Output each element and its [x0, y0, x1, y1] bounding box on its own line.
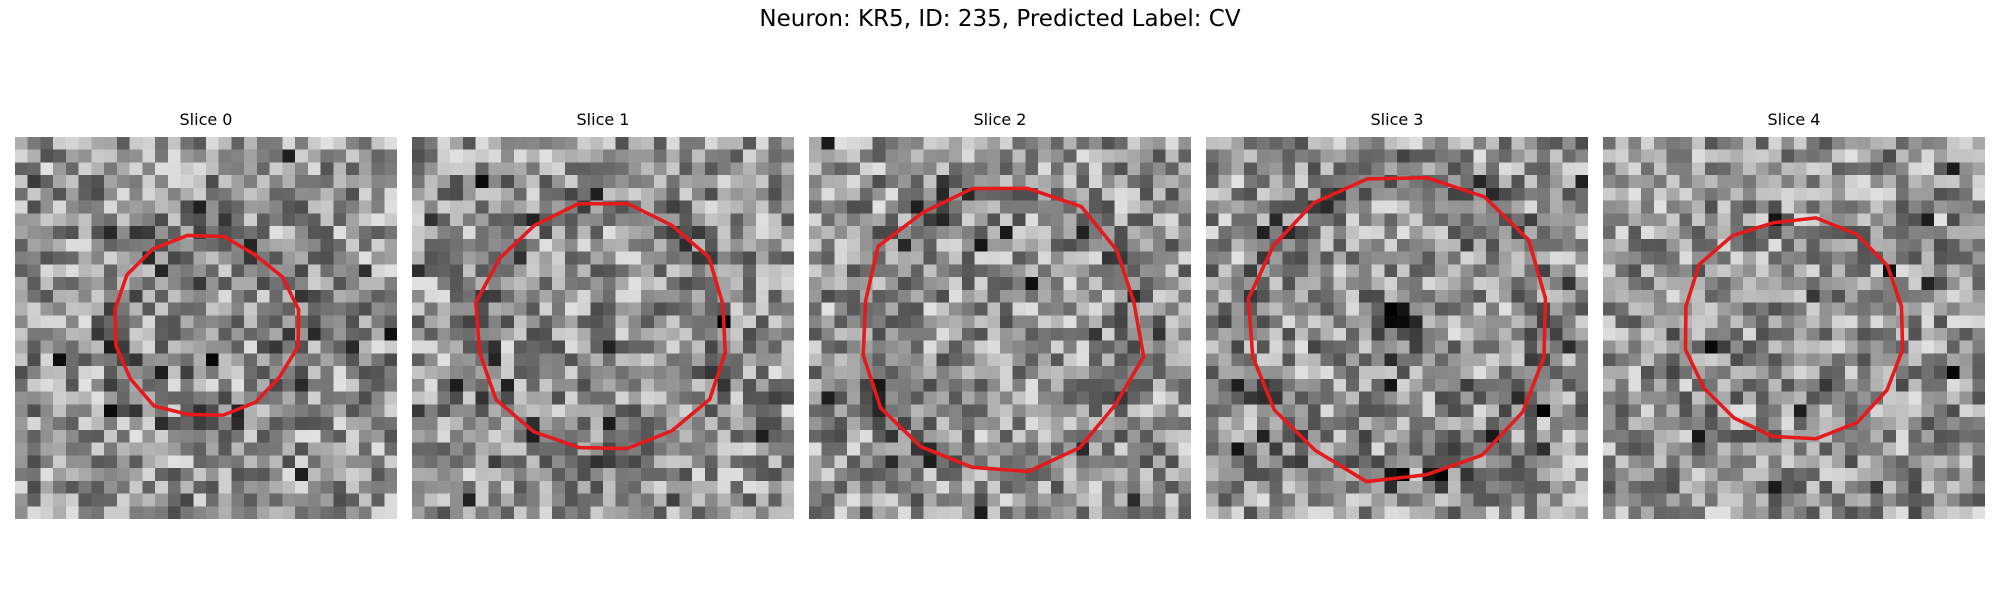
slice-panel-4: Slice 4 — [1603, 108, 1985, 519]
slice-image — [1206, 137, 1588, 519]
roi-contour — [861, 186, 1146, 474]
roi-contour — [1683, 216, 1905, 441]
roi-contour — [113, 233, 301, 417]
roi-contour — [474, 201, 728, 451]
roi-contour — [1246, 175, 1548, 484]
slice-title: Slice 0 — [179, 110, 233, 129]
slice-title: Slice 4 — [1767, 110, 1821, 129]
slice-panel-3: Slice 3 — [1206, 108, 1588, 519]
slice-panel-0: Slice 0 — [15, 108, 397, 519]
slice-title: Slice 1 — [576, 110, 630, 129]
slice-panel-1: Slice 1 — [412, 108, 794, 519]
figure-title: Neuron: KR5, ID: 235, Predicted Label: C… — [759, 6, 1241, 32]
slice-title: Slice 2 — [973, 110, 1027, 129]
slice-image — [1603, 137, 1985, 519]
slice-image — [412, 137, 794, 519]
slice-image — [809, 137, 1191, 519]
slice-title: Slice 3 — [1370, 110, 1424, 129]
slice-image — [15, 137, 397, 519]
slice-panel-2: Slice 2 — [809, 108, 1191, 519]
